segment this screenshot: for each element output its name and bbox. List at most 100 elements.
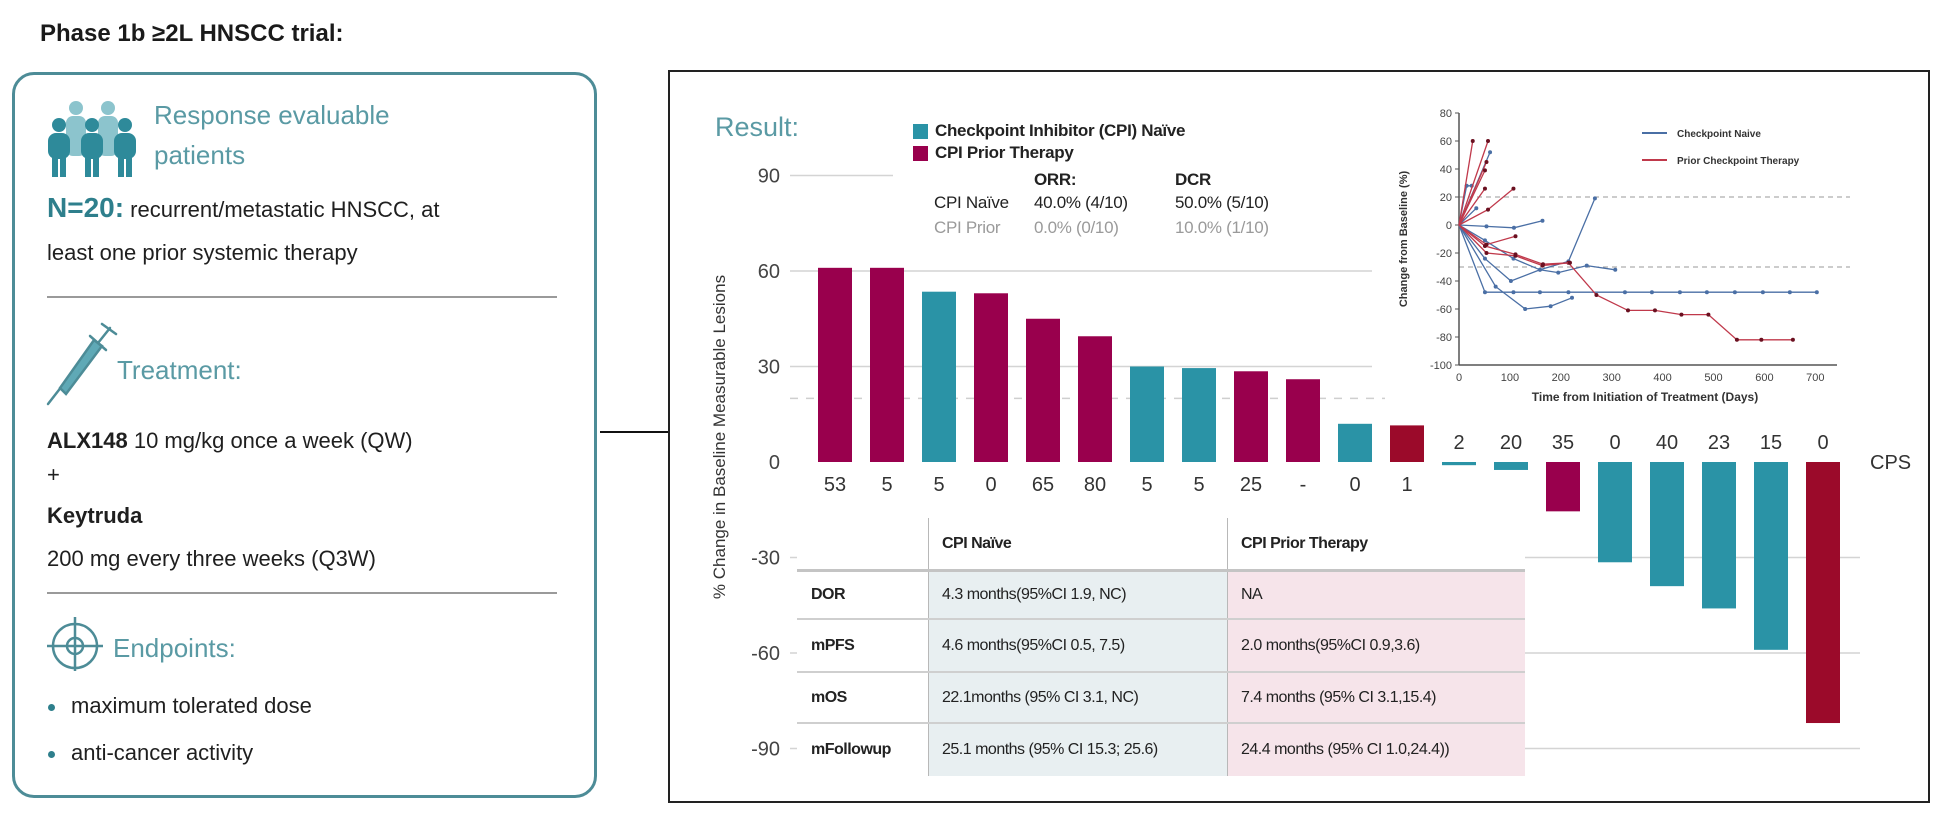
- y-tick-label: 0: [769, 452, 780, 474]
- divider: [47, 592, 557, 594]
- cps-label: 23: [1708, 432, 1730, 454]
- x-tick-label: 100: [1501, 372, 1519, 384]
- spider-point: [1493, 284, 1498, 289]
- spider-point: [1759, 337, 1764, 342]
- table-row-label: DOR: [811, 585, 846, 603]
- spider-point: [1734, 337, 1739, 342]
- x-tick-label: 400: [1653, 372, 1671, 384]
- table-cell: 22.1months (95% CI 3.1, NC): [942, 689, 1139, 706]
- spider-point: [1482, 244, 1487, 248]
- spider-point: [1540, 262, 1545, 267]
- spider-point: [1484, 160, 1489, 164]
- y-tick-label: -30: [751, 548, 780, 570]
- spider-point: [1704, 290, 1709, 295]
- spider-line: [1458, 170, 1486, 226]
- spider-point: [1677, 290, 1682, 295]
- table-cell: 4.3 months(95%CI 1.9, NC): [942, 585, 1127, 603]
- y-tick-label: 60: [758, 261, 780, 283]
- patients-description-2: least one prior systemic therapy: [47, 240, 358, 265]
- waterfall-bar: [1546, 462, 1580, 512]
- connector-line: [600, 431, 668, 433]
- spider-plot-background: [1385, 92, 1850, 410]
- x-tick-label: 300: [1603, 372, 1621, 384]
- orr-header: ORR:: [1034, 170, 1077, 189]
- waterfall-bar: [1390, 425, 1424, 462]
- waterfall-bar: [1338, 423, 1372, 462]
- waterfall-bar: [974, 293, 1008, 462]
- y-tick-label: -40: [1436, 276, 1452, 288]
- cps-label: 15: [1760, 432, 1782, 454]
- y-tick-label: -60: [751, 643, 780, 665]
- dcr-naive: 50.0% (5/10): [1175, 193, 1269, 212]
- spider-point: [1584, 263, 1589, 268]
- cps-label: 40: [1656, 432, 1678, 454]
- plus-sign: +: [47, 462, 60, 487]
- spider-point: [1652, 308, 1657, 313]
- cps-label: 5: [1141, 474, 1152, 496]
- waterfall-bar: [1234, 371, 1268, 462]
- spider-point: [1482, 186, 1487, 191]
- spider-point: [1482, 168, 1487, 173]
- waterfall-bar: [1078, 336, 1112, 462]
- spider-point: [1649, 290, 1654, 295]
- syringe-icon: [46, 322, 118, 406]
- cps-label: 2: [1453, 432, 1464, 454]
- spider-point: [1790, 337, 1795, 342]
- spider-point: [1508, 279, 1513, 283]
- legend-label-prior: CPI Prior Therapy: [935, 143, 1074, 162]
- cps-label: 53: [824, 474, 846, 496]
- spider-point: [1567, 260, 1572, 265]
- spider-point: [1482, 290, 1487, 295]
- y-tick-label: -60: [1436, 304, 1452, 316]
- spider-point: [1523, 307, 1528, 311]
- y-tick-label: 80: [1440, 108, 1452, 120]
- spider-line: [1458, 220, 1543, 229]
- spider-point: [1511, 225, 1516, 230]
- legend-swatch-prior: [913, 146, 928, 161]
- spider-point: [1594, 293, 1599, 297]
- cps-label: 5: [881, 474, 892, 496]
- spider-point: [1622, 290, 1627, 295]
- y-axis-title: Change from Baseline (%): [1398, 171, 1410, 308]
- treatment-heading: Treatment:: [117, 355, 242, 385]
- table-header-prior: CPI Prior Therapy: [1241, 535, 1368, 552]
- cps-label: 0: [1817, 432, 1828, 454]
- cps-label: 65: [1032, 474, 1054, 496]
- table-row-label: mFollowup: [811, 741, 891, 758]
- divider: [47, 296, 557, 298]
- table-cell: 24.4 months (95% CI 1.0,24.4)): [1241, 741, 1450, 758]
- spider-point: [1732, 290, 1737, 295]
- cps-label: 5: [933, 474, 944, 496]
- waterfall-bar: [1182, 368, 1216, 462]
- spider-point: [1511, 256, 1516, 261]
- x-axis-title: Time from Initiation of Treatment (Days): [1532, 390, 1758, 404]
- waterfall-bar: [1286, 379, 1320, 462]
- table-cell: NA: [1241, 585, 1263, 603]
- spider-point: [1706, 312, 1711, 317]
- table-cell: 4.6 months(95%CI 0.5, 7.5): [942, 637, 1125, 654]
- endpoint-item: maximum tolerated dose: [71, 693, 312, 718]
- spider-point: [1482, 256, 1487, 261]
- dcr-prior: 10.0% (1/10): [1175, 218, 1269, 237]
- drug2-name: Keytruda: [47, 503, 143, 528]
- y-tick-label: -20: [1436, 248, 1452, 260]
- cps-label: 0: [1349, 474, 1360, 496]
- waterfall-bar: [1494, 462, 1528, 470]
- waterfall-bar: [1650, 462, 1684, 587]
- waterfall-bar: [1026, 318, 1060, 462]
- results-panel: [668, 70, 1930, 803]
- endpoint-item: anti-cancer activity: [71, 740, 254, 765]
- spider-line: [1458, 140, 1474, 226]
- table-row-label: mPFS: [811, 637, 855, 654]
- waterfall-bar: [1806, 462, 1840, 724]
- waterfall-bar: [870, 267, 904, 462]
- spider-point: [1548, 304, 1553, 309]
- spider-point: [1760, 290, 1765, 295]
- x-tick-label: 200: [1552, 372, 1570, 384]
- table-cell: 2.0 months(95%CI 0.9,3.6): [1241, 637, 1420, 654]
- target-icon: [47, 617, 103, 671]
- spider-point: [1787, 290, 1792, 295]
- x-tick-label: 0: [1456, 372, 1462, 384]
- cps-label: 80: [1084, 474, 1106, 496]
- y-tick-label: -80: [1436, 332, 1452, 344]
